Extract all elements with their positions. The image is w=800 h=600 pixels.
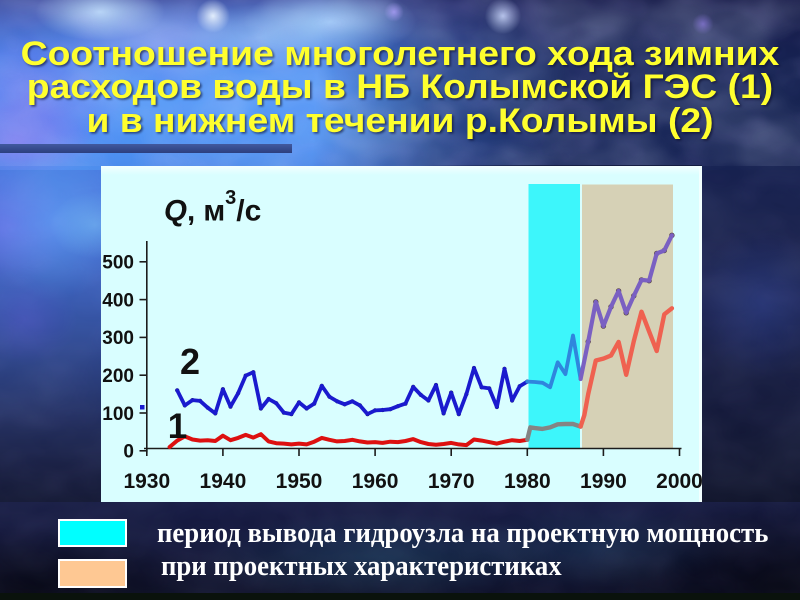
svg-text:1930: 1930 <box>123 470 170 493</box>
svg-text:1950: 1950 <box>276 470 323 493</box>
svg-text:2000: 2000 <box>656 470 702 493</box>
svg-text:200: 200 <box>102 366 134 387</box>
svg-text:1970: 1970 <box>428 470 475 493</box>
svg-text:1: 1 <box>168 407 187 446</box>
svg-text:0: 0 <box>123 442 134 463</box>
svg-text:300: 300 <box>102 328 134 349</box>
svg-text:400: 400 <box>102 290 134 311</box>
svg-text:1990: 1990 <box>580 470 627 493</box>
svg-text:1940: 1940 <box>200 470 247 493</box>
svg-text:500: 500 <box>102 253 134 274</box>
svg-text:2: 2 <box>180 341 200 382</box>
svg-text:100: 100 <box>102 404 134 425</box>
svg-text:1960: 1960 <box>352 470 399 493</box>
svg-text:Q, м3/с: Q, м3/с <box>164 187 261 228</box>
svg-text:1980: 1980 <box>504 470 551 493</box>
